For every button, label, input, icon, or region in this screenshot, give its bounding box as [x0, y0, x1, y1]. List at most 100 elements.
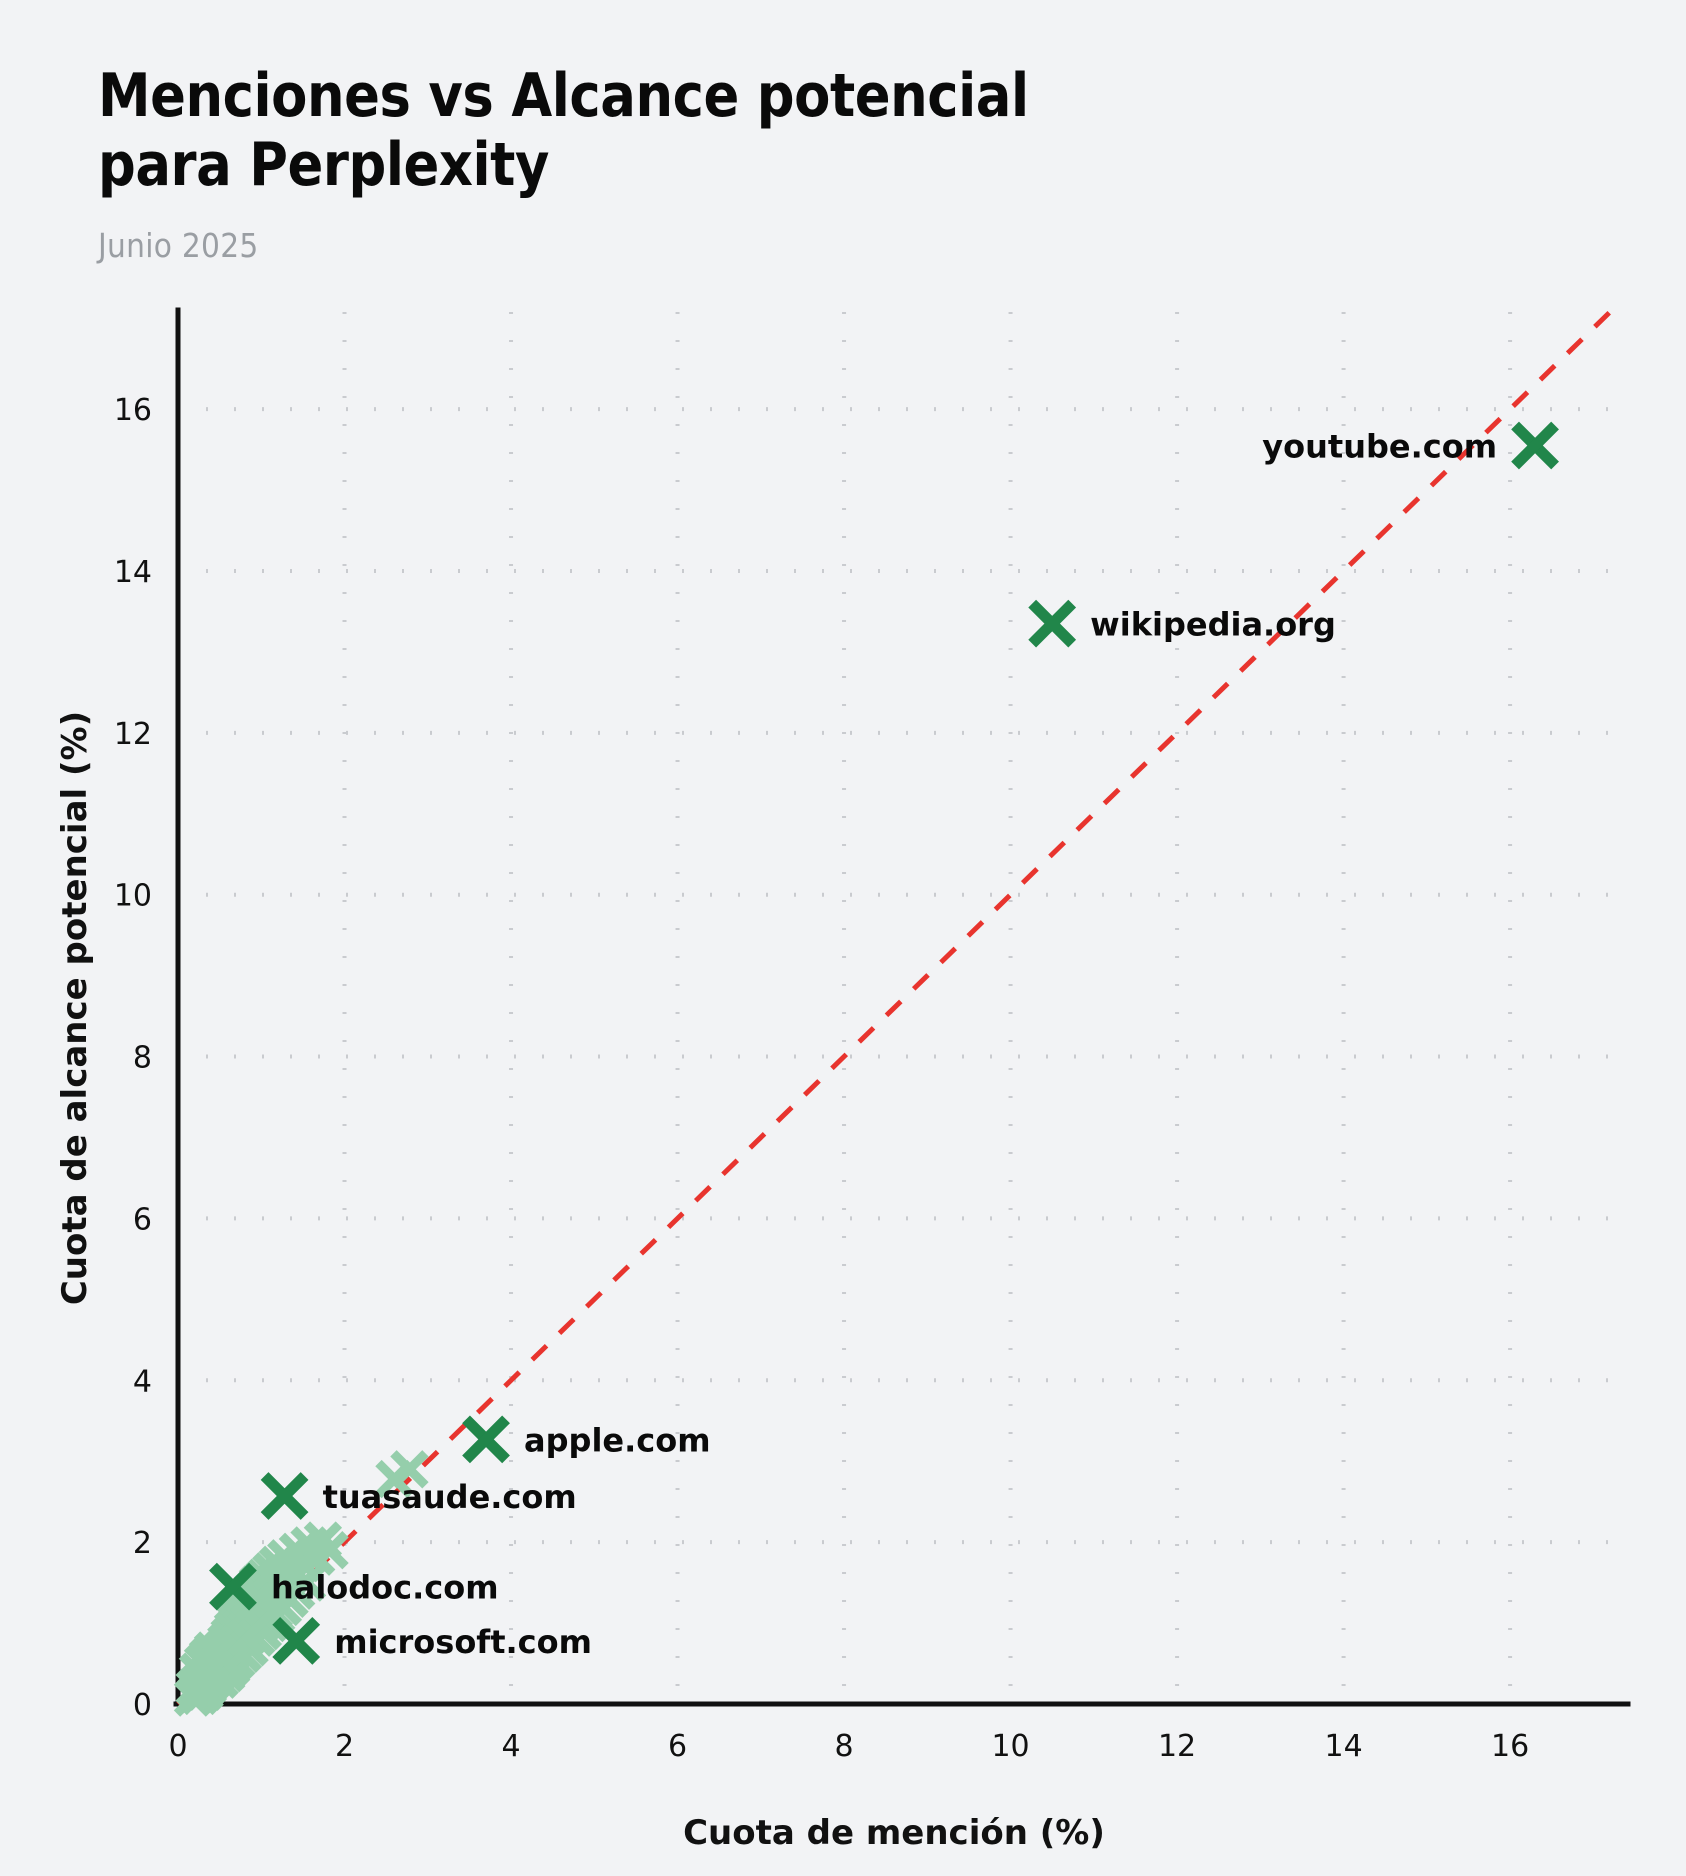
x-marker — [297, 1537, 336, 1576]
x-marker — [232, 1589, 271, 1628]
x-marker — [209, 1562, 257, 1611]
x-marker — [248, 1569, 288, 1609]
x-marker — [287, 1563, 327, 1602]
x-marker — [200, 1636, 239, 1675]
x-marker — [227, 1618, 266, 1657]
point-label-halodoc-com: halodoc.com — [271, 1569, 499, 1607]
x-marker — [193, 1631, 233, 1670]
x-tick-label: 12 — [1158, 1729, 1196, 1764]
x-marker — [210, 1616, 249, 1656]
x-marker — [217, 1641, 256, 1680]
cluster-markers — [173, 1450, 429, 1717]
x-marker — [310, 1531, 349, 1570]
x-marker — [271, 1555, 310, 1594]
x-marker — [258, 1545, 298, 1584]
y-axis-title: Cuota de alcance potencial (%) — [55, 711, 95, 1305]
x-marker — [272, 1550, 311, 1589]
point-label-apple-com: apple.com — [524, 1421, 711, 1459]
gridlines — [178, 312, 1610, 1704]
x-marker — [242, 1576, 281, 1615]
x-marker — [217, 1603, 256, 1643]
x-marker — [215, 1621, 254, 1661]
axis-titles: Cuota de mención (%) Cuota de alcance pot… — [55, 711, 1105, 1853]
highlight-markers[interactable] — [209, 421, 1559, 1665]
x-marker — [208, 1634, 248, 1674]
x-marker — [267, 1539, 306, 1578]
x-marker — [263, 1587, 303, 1627]
x-marker — [197, 1642, 236, 1682]
x-marker — [188, 1667, 228, 1706]
x-marker — [245, 1558, 284, 1597]
x-marker — [262, 1556, 301, 1596]
x-marker — [230, 1628, 269, 1667]
x-marker — [196, 1648, 235, 1687]
y-tick-label: 14 — [114, 555, 152, 590]
x-marker — [255, 1563, 294, 1602]
point-label-microsoft-com: microsoft.com — [334, 1623, 592, 1661]
point-label-youtube-com: youtube.com — [1262, 428, 1497, 466]
x-tick-label: 2 — [335, 1729, 354, 1764]
x-marker — [202, 1645, 241, 1685]
x-marker — [277, 1571, 316, 1610]
y-tick-label: 0 — [133, 1688, 152, 1723]
x-tick-label: 14 — [1324, 1729, 1362, 1764]
x-tick-label: 16 — [1491, 1729, 1529, 1764]
x-marker — [223, 1590, 263, 1630]
x-tick-label: 4 — [501, 1729, 520, 1764]
y-tick-label: 8 — [133, 1041, 152, 1076]
x-marker — [204, 1640, 243, 1679]
x-marker — [203, 1629, 243, 1669]
x-marker — [390, 1450, 429, 1489]
x-marker — [254, 1591, 293, 1631]
x-marker — [218, 1615, 258, 1654]
chart-subtitle: Junio 2025 — [98, 226, 259, 265]
chart-header: Menciones vs Alcance potencial para Perp… — [98, 61, 1298, 266]
x-marker — [190, 1655, 229, 1695]
x-marker — [235, 1582, 274, 1622]
x-marker — [462, 1415, 510, 1464]
y-tick-label: 2 — [133, 1526, 152, 1561]
x-tick-label: 10 — [991, 1729, 1029, 1764]
x-marker — [250, 1603, 289, 1643]
x-marker — [200, 1660, 239, 1699]
x-marker — [178, 1652, 218, 1691]
x-marker — [193, 1649, 233, 1688]
page-title: Menciones vs Alcance potencial para Perp… — [98, 61, 1029, 200]
y-tick-label: 16 — [114, 393, 152, 428]
x-marker — [223, 1634, 263, 1674]
x-marker — [212, 1647, 251, 1686]
x-marker — [186, 1658, 225, 1697]
y-tick-label: 10 — [114, 879, 152, 914]
x-marker — [213, 1610, 253, 1649]
x-marker — [207, 1654, 246, 1693]
x-marker — [290, 1526, 329, 1565]
x-marker — [233, 1571, 273, 1610]
x-marker — [240, 1605, 279, 1644]
x-tick-label: 8 — [834, 1729, 853, 1764]
y-tick-label: 12 — [114, 717, 152, 752]
x-marker — [212, 1628, 251, 1667]
x-marker — [252, 1552, 291, 1591]
x-marker — [180, 1663, 219, 1703]
x-axis-title: Cuota de mención (%) — [683, 1813, 1105, 1853]
x-marker — [182, 1670, 221, 1709]
y-tick-label: 4 — [133, 1364, 152, 1399]
x-marker — [238, 1565, 278, 1604]
x-marker — [198, 1652, 238, 1691]
reference-line — [176, 310, 1612, 1706]
x-marker — [183, 1644, 223, 1683]
x-marker — [237, 1618, 276, 1657]
x-marker — [205, 1640, 244, 1679]
x-marker — [195, 1657, 234, 1696]
x-marker — [260, 1472, 309, 1520]
x-marker — [187, 1660, 226, 1699]
x-marker — [283, 1543, 323, 1583]
x-marker — [173, 1678, 213, 1717]
axis-lines — [173, 307, 1631, 1707]
x-marker — [177, 1675, 216, 1714]
x-marker — [192, 1662, 231, 1701]
x-marker — [207, 1623, 246, 1662]
tick-labels: 0 2 4 6 8 10 12 14 16 0 2 4 6 8 10 12 14 16 — [114, 393, 1529, 1764]
